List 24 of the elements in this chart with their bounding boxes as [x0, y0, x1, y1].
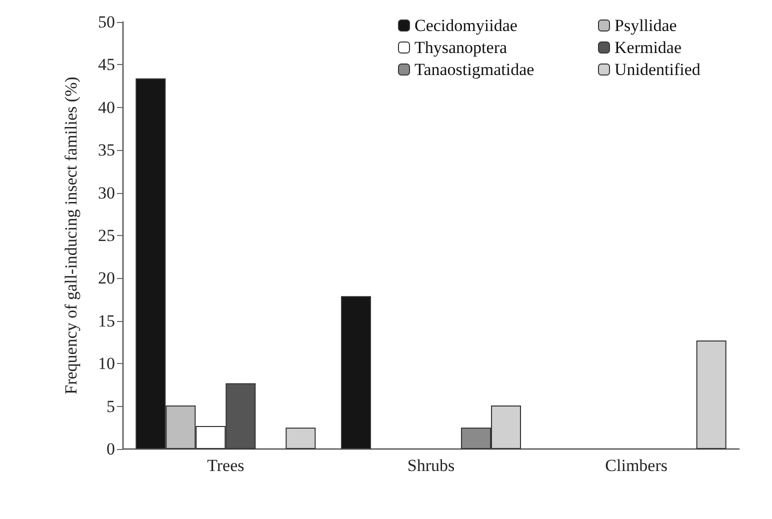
legend-label: Unidentified [614, 60, 701, 79]
y-tick-label: 10 [98, 354, 115, 374]
y-tick-label: 45 [98, 55, 115, 74]
x-tick-label: Shrubs [407, 456, 455, 475]
y-tick-label: 35 [98, 140, 115, 160]
y-tick-label: 40 [98, 98, 115, 117]
y-tick-label: 30 [98, 183, 115, 202]
y-tick-label: 0 [106, 440, 115, 458]
y-tick-label: 15 [98, 311, 115, 330]
x-tick-label: Climbers [605, 456, 668, 475]
y-tick-label: 5 [106, 396, 115, 416]
legend-label: Cecidomyiidae [414, 16, 518, 35]
legend-label: Thysanoptera [414, 38, 508, 57]
bar [341, 296, 371, 449]
y-tick-label: 50 [98, 12, 115, 32]
y-tick-label: 20 [98, 268, 115, 288]
y-tick-label: 25 [98, 226, 115, 245]
legend-label: Tanaostigmatidae [414, 60, 534, 79]
legend-label: Psyllidae [614, 16, 677, 35]
y-axis-title: Frequency of gall-inducing insect families (%) [62, 76, 80, 394]
bar [696, 340, 726, 449]
bar [286, 428, 316, 449]
legend-label: Kermidae [614, 38, 682, 57]
x-tick-label: Trees [207, 456, 244, 475]
